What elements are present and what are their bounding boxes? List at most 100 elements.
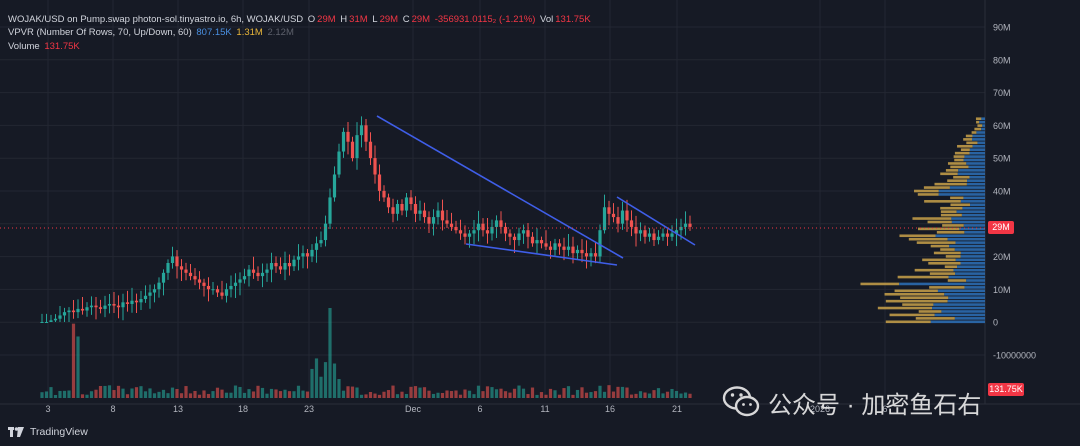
volume-bar: [544, 394, 548, 398]
candle-body: [116, 305, 121, 308]
candle-body: [571, 246, 575, 254]
volume-bar: [611, 391, 616, 398]
volume-bar: [476, 385, 481, 398]
vol-value: 131.75K: [555, 14, 591, 25]
vpvr-bar-down: [940, 213, 962, 217]
open-value: 29M: [317, 14, 336, 25]
vpvr-bar-up: [957, 172, 985, 176]
candle-body: [503, 226, 508, 234]
candle-body: [139, 299, 143, 303]
vpvr-bar-down: [963, 138, 973, 141]
vpvr-bar-up: [954, 248, 985, 251]
vpvr-bar-up: [977, 141, 985, 145]
vpvr-bar-down: [940, 172, 958, 176]
candle-body: [373, 158, 377, 175]
candle-body: [40, 322, 44, 323]
candle-body: [157, 282, 161, 290]
candle-body: [301, 253, 305, 257]
volume-bar: [116, 385, 121, 398]
volume-bar: [40, 392, 44, 398]
candle-body: [112, 303, 116, 306]
candle-body: [616, 217, 620, 224]
vpvr-bar-up: [966, 182, 985, 186]
candle-body: [445, 220, 449, 224]
vpvr-bar-up: [948, 296, 985, 300]
candle-body: [328, 197, 332, 224]
vpvr-bar-up: [951, 217, 985, 220]
x-tick-label: 11: [540, 404, 549, 414]
volume-bar: [197, 394, 202, 398]
candle-body: [49, 320, 53, 322]
vpvr-bar-down: [884, 292, 945, 296]
vpvr-bar-down: [914, 268, 954, 272]
candle-body: [193, 276, 197, 280]
vpvr-bar-up: [951, 220, 985, 224]
vpvr-bar-up: [960, 255, 985, 258]
vpvr-bar-up: [949, 244, 985, 248]
candle-body: [233, 282, 238, 286]
vol-label: Vol: [540, 14, 554, 25]
volume-bar: [296, 385, 301, 398]
candle-body: [148, 292, 152, 296]
vpvr-bar-up: [956, 210, 985, 213]
volume-bar: [305, 391, 310, 398]
tradingview-brand[interactable]: TradingView: [8, 426, 88, 438]
vpvr-bar-up: [964, 231, 985, 234]
volume-bar: [400, 391, 404, 398]
vpvr-bar-up: [947, 237, 985, 241]
volume-bar: [112, 390, 116, 398]
vpvr-bar-down: [975, 117, 982, 121]
vpvr-bar-down: [947, 162, 967, 165]
vpvr-bar-down: [929, 272, 956, 275]
candle-body: [220, 292, 224, 296]
vpvr-bar-down: [976, 120, 980, 124]
volume-bar: [85, 394, 89, 398]
candle-body: [202, 282, 206, 286]
volume-bar: [170, 387, 175, 398]
volume-bar: [467, 390, 472, 398]
vpvr-bar-down: [927, 220, 952, 224]
vpvr-bar-up: [963, 224, 985, 227]
volume-bar: [562, 388, 566, 398]
candle-body: [418, 210, 422, 214]
vpvr-bar-down: [902, 303, 934, 306]
candle-body: [620, 210, 625, 224]
candle-body: [292, 259, 296, 267]
candle-body: [85, 307, 89, 311]
vpvr-bar-up: [933, 303, 985, 306]
volume-bar: [53, 394, 58, 398]
vpvr-label[interactable]: VPVR (Number Of Rows, 70, Up/Down, 60): [8, 27, 192, 38]
volume-bar: [589, 392, 593, 398]
volume-bar: [620, 386, 625, 398]
open-label: O: [307, 14, 316, 25]
volume-bar: [553, 390, 557, 398]
candle-body: [143, 295, 148, 300]
volume-bar: [440, 392, 445, 398]
volume-bar: [526, 394, 530, 398]
x-tick-label: 23: [304, 404, 314, 414]
volume-bar: [427, 390, 431, 398]
vpvr-total-value: 2.12M: [267, 27, 294, 38]
candle-body: [400, 203, 404, 211]
vpvr-bar-down: [945, 169, 959, 172]
volume-bar: [332, 363, 337, 398]
candle-body: [467, 233, 472, 237]
volume-label[interactable]: Volume: [8, 41, 40, 52]
volume-bar: [359, 394, 364, 398]
vpvr-bar-up: [958, 169, 985, 172]
symbol-text[interactable]: WOJAK/USD on Pump.swap photon-sol.tinyas…: [8, 14, 304, 25]
candle-body: [607, 207, 611, 214]
vpvr-bar-down: [966, 141, 978, 145]
candle-body: [377, 174, 382, 191]
y-tick-label: 20M: [993, 252, 1011, 262]
volume-bar: [341, 390, 346, 398]
volume-bar: [481, 391, 485, 398]
brand-label: TradingView: [30, 426, 88, 438]
vpvr-bar-down: [933, 251, 961, 255]
vpvr-bar-down: [924, 200, 961, 203]
vpvr-bar-down: [923, 186, 950, 189]
vpvr-bar-down: [914, 189, 939, 193]
candle-body: [449, 223, 454, 227]
